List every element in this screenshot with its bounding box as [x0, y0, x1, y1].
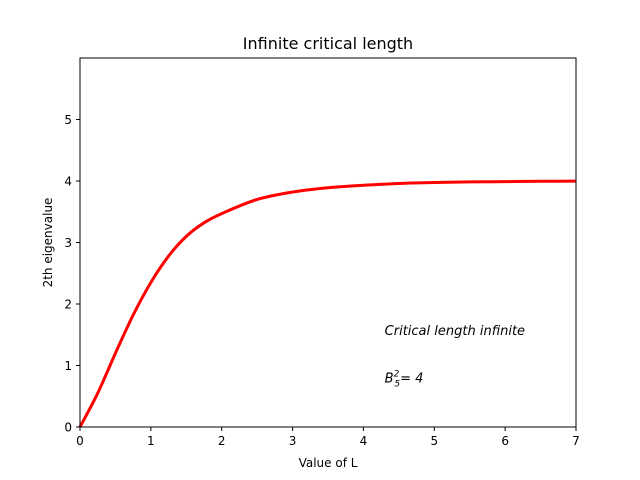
- x-tick-label: 2: [218, 434, 226, 448]
- x-tick-label: 5: [430, 434, 438, 448]
- x-tick-label: 7: [572, 434, 580, 448]
- x-axis-label: Value of L: [299, 456, 358, 470]
- series-line-0: [78, 179, 577, 428]
- annotation-b5-base: B: [385, 372, 394, 387]
- chart-title: Infinite critical length: [243, 34, 413, 53]
- y-tick-label: 2: [64, 298, 72, 312]
- plot-frame: [79, 57, 577, 428]
- annotation-b5-value: B2 5= 4: [385, 370, 424, 390]
- x-axis-ticks: 0 1 2 3 4 5 6 7: [76, 427, 580, 448]
- annotation-b5-sup: 2: [394, 370, 400, 380]
- x-tick-label: 1: [147, 434, 155, 448]
- y-tick-label: 0: [64, 421, 72, 435]
- y-tick-label: 5: [64, 113, 72, 127]
- series-group: [78, 179, 577, 428]
- y-tick-label: 1: [64, 359, 72, 373]
- y-axis-ticks: 0 1 2 3 4 5: [64, 113, 80, 435]
- x-tick-label: 3: [289, 434, 297, 448]
- annotation-b5-rest: = 4: [400, 372, 423, 387]
- y-tick-label: 3: [64, 236, 72, 250]
- y-tick-label: 4: [64, 175, 72, 189]
- x-tick-label: 4: [360, 434, 368, 448]
- annotation-b5-sub: 5: [394, 380, 400, 390]
- y-axis-label: 2th eigenvalue: [41, 198, 55, 288]
- annotation-critical-length: Critical length infinite: [385, 324, 525, 339]
- x-tick-label: 0: [76, 434, 84, 448]
- x-tick-label: 6: [501, 434, 509, 448]
